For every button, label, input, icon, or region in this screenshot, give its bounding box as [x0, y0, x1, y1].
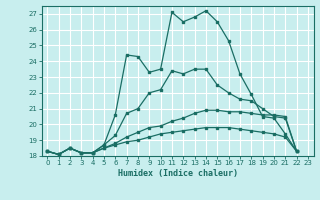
X-axis label: Humidex (Indice chaleur): Humidex (Indice chaleur) — [118, 169, 237, 178]
